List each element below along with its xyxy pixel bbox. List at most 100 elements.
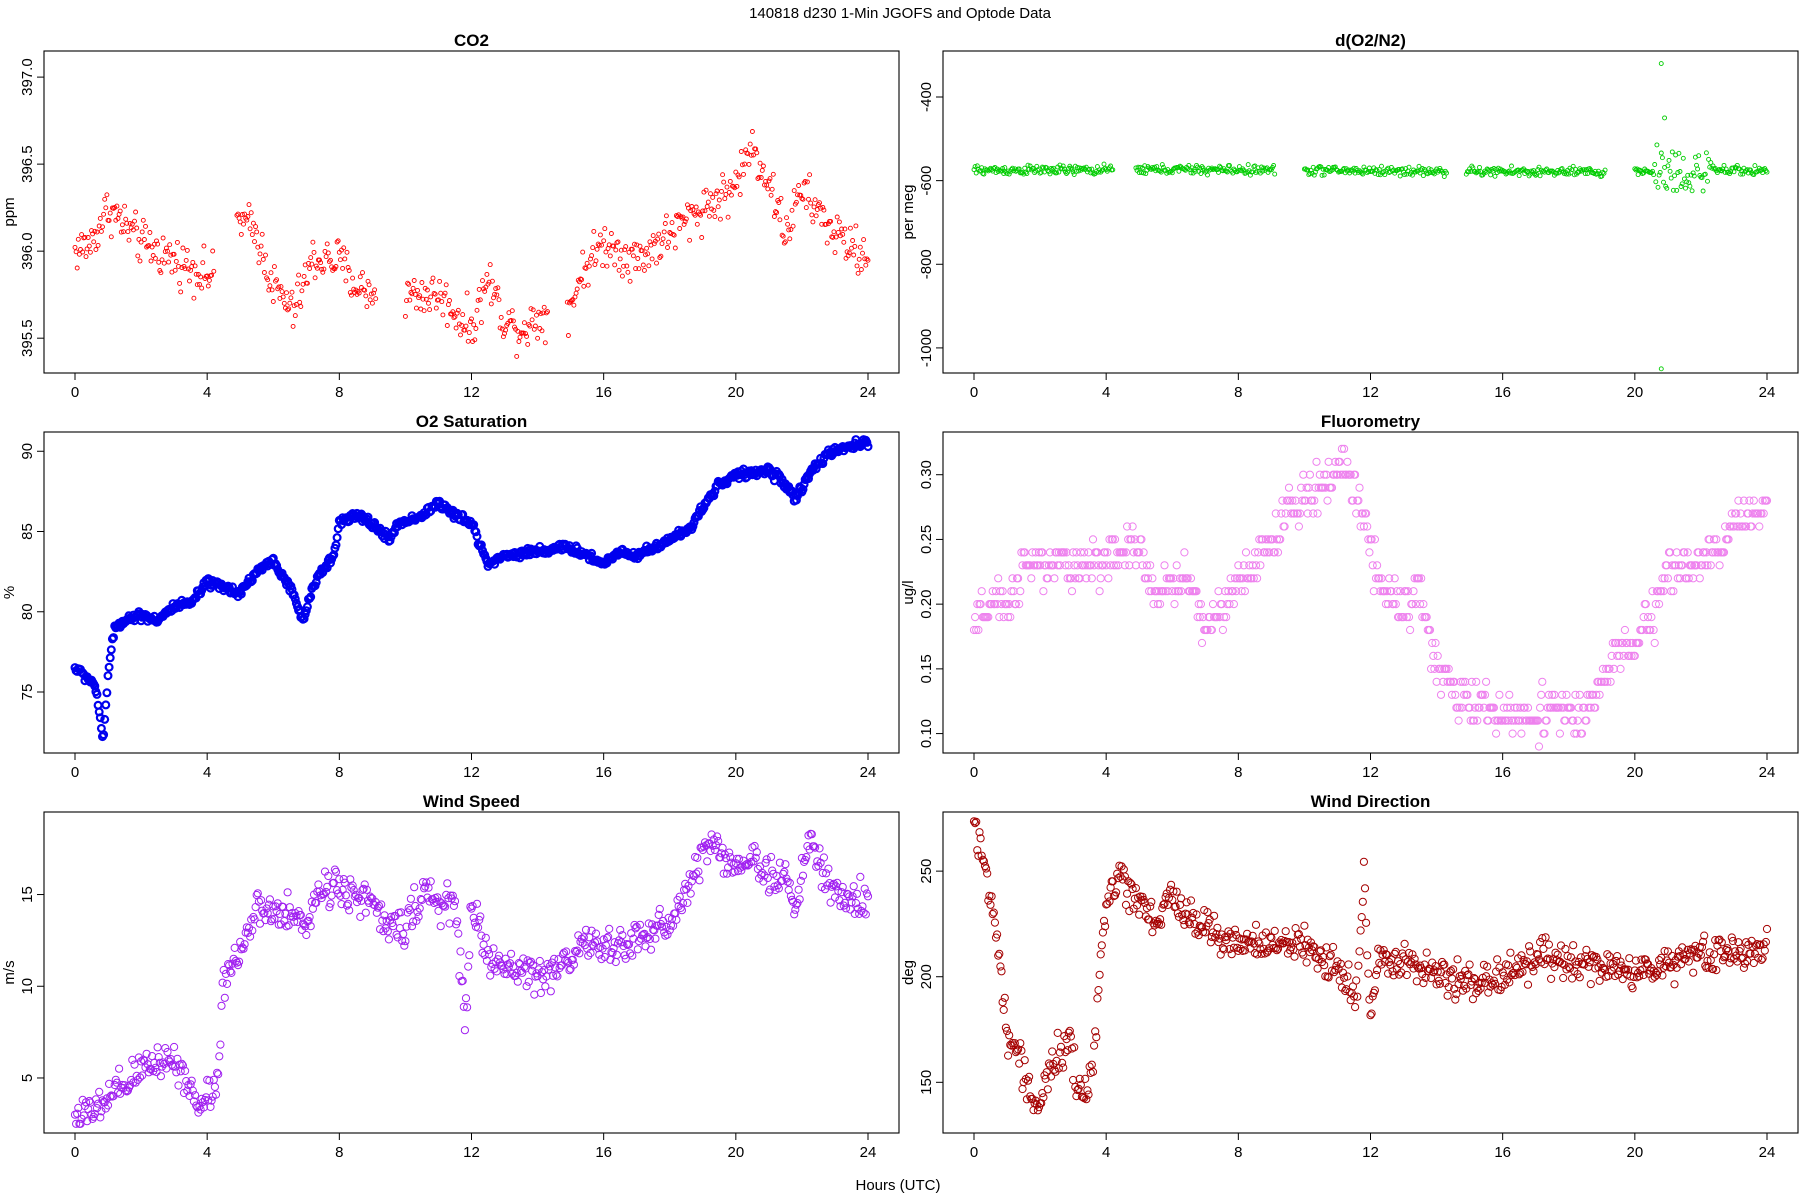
- data-point: [976, 834, 985, 843]
- data-point: [977, 851, 986, 860]
- data-point: [296, 272, 302, 278]
- data-point: [418, 878, 428, 887]
- data-point: [206, 277, 212, 283]
- data-point: [739, 162, 745, 168]
- data-point: [657, 922, 667, 931]
- data-point: [241, 221, 246, 227]
- data-point: [328, 257, 333, 263]
- data-point: [663, 930, 672, 939]
- x-tick-label: 0: [970, 384, 978, 401]
- data-point: [259, 231, 265, 237]
- data-point: [1620, 625, 1630, 635]
- data-point: [619, 273, 625, 279]
- data-point: [1261, 928, 1271, 937]
- data-point: [707, 830, 716, 839]
- data-point: [713, 191, 719, 197]
- data-point: [1168, 895, 1177, 905]
- data-point: [624, 263, 630, 269]
- data-point: [170, 1042, 179, 1052]
- data-point: [1311, 172, 1317, 178]
- data-point: [1373, 167, 1379, 173]
- data-point: [1061, 1048, 1070, 1057]
- data-point: [981, 171, 987, 177]
- data-point: [1015, 600, 1024, 609]
- data-point: [1064, 171, 1069, 176]
- data-point: [626, 949, 635, 958]
- y-tick-label: 90: [19, 443, 36, 460]
- data-point: [1396, 587, 1405, 596]
- data-point: [1341, 165, 1347, 171]
- data-point: [1322, 470, 1331, 479]
- data-point: [553, 972, 562, 981]
- data-point: [1325, 952, 1334, 961]
- data-point: [79, 232, 85, 238]
- data-point: [1658, 574, 1667, 583]
- data-point: [1026, 561, 1035, 570]
- data-point: [324, 241, 330, 247]
- data-point: [1004, 1051, 1013, 1060]
- data-point: [1370, 535, 1380, 544]
- data-point: [1664, 185, 1670, 191]
- data-point: [1158, 169, 1164, 175]
- data-point: [1441, 174, 1447, 179]
- data-point: [1082, 1095, 1091, 1104]
- data-point: [1467, 677, 1476, 686]
- data-point: [543, 959, 552, 969]
- data-point: [108, 633, 118, 643]
- data-point: [1206, 938, 1215, 947]
- data-point: [1708, 160, 1714, 166]
- data-point: [1571, 690, 1580, 699]
- data-point: [765, 186, 771, 192]
- data-point: [1452, 990, 1461, 999]
- data-point: [1523, 703, 1533, 712]
- data-point: [1571, 172, 1577, 178]
- data-point: [1348, 168, 1354, 174]
- data-point: [1025, 1072, 1034, 1082]
- data-point: [1399, 613, 1408, 622]
- series-points: [971, 61, 1770, 372]
- data-point: [803, 474, 813, 484]
- data-point: [1320, 470, 1329, 479]
- data-point: [1031, 1096, 1040, 1105]
- y-tick-label: -1000: [918, 329, 935, 367]
- data-point: [1121, 900, 1131, 910]
- data-point: [1281, 509, 1290, 518]
- data-point: [444, 323, 450, 328]
- data-point: [1553, 950, 1562, 959]
- data-point: [178, 1061, 187, 1070]
- x-tick-label: 12: [1362, 1144, 1379, 1161]
- data-point: [1749, 958, 1758, 968]
- data-point: [96, 1113, 105, 1122]
- data-point: [1212, 166, 1218, 172]
- data-point: [476, 286, 482, 292]
- data-point: [211, 1090, 221, 1099]
- data-point: [521, 320, 527, 326]
- data-point: [1403, 957, 1413, 966]
- data-point: [419, 280, 425, 285]
- data-point: [1066, 1032, 1076, 1041]
- data-point: [1436, 968, 1446, 977]
- data-point: [134, 225, 140, 231]
- data-point: [467, 319, 473, 325]
- data-point: [1358, 897, 1367, 906]
- data-point: [483, 945, 493, 955]
- data-point: [983, 869, 992, 878]
- data-point: [791, 188, 797, 194]
- data-point: [1277, 509, 1286, 518]
- data-point: [1276, 535, 1285, 544]
- data-point: [1616, 664, 1625, 674]
- data-point: [1682, 574, 1691, 583]
- data-point: [678, 899, 688, 908]
- data-point: [1310, 496, 1319, 505]
- data-point: [1715, 561, 1724, 570]
- data-point: [265, 277, 271, 283]
- x-tick-label: 0: [970, 1144, 978, 1161]
- data-point: [646, 945, 656, 954]
- data-point: [1618, 638, 1627, 648]
- data-point: [102, 688, 112, 698]
- data-point: [466, 330, 472, 336]
- data-point: [167, 242, 173, 248]
- data-point: [329, 878, 338, 888]
- data-point: [1053, 1028, 1062, 1038]
- data-point: [1395, 970, 1404, 979]
